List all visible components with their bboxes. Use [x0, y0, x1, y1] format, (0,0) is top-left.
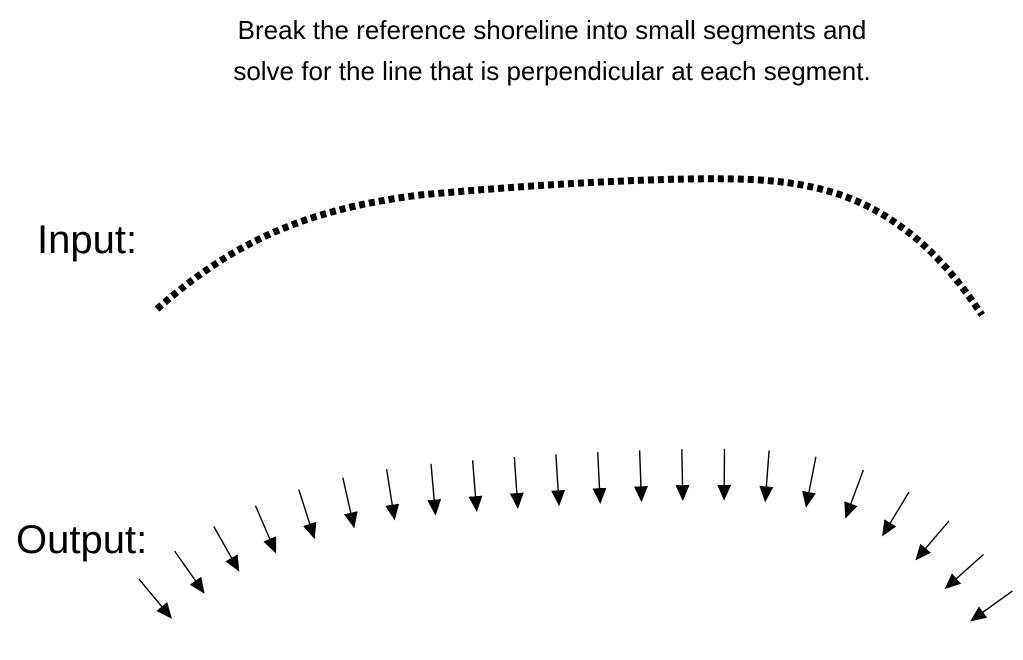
normal-arrow: [174, 550, 205, 594]
normal-arrow: [468, 460, 483, 513]
normal-arrow: [633, 450, 648, 503]
normal-arrow: [915, 520, 950, 561]
normal-arrow: [254, 505, 277, 554]
perpendicular-normals: [138, 448, 1013, 622]
normal-arrow: [882, 491, 910, 537]
reference-shoreline: [154, 175, 985, 317]
normal-arrow: [970, 590, 1013, 622]
normal-arrow: [427, 463, 442, 516]
normal-arrow: [509, 457, 524, 509]
normal-arrow: [592, 452, 607, 505]
normal-arrow: [944, 553, 984, 590]
normal-arrow: [759, 450, 774, 503]
normal-arrow: [802, 456, 817, 508]
normal-arrow: [844, 469, 865, 519]
normal-arrow: [551, 454, 566, 507]
normal-arrow: [675, 449, 690, 502]
normal-arrow: [138, 578, 172, 619]
diagram-caption: Break the reference shoreline into small…: [233, 15, 871, 86]
normal-arrow: [342, 477, 358, 529]
normal-arrow: [298, 489, 317, 540]
output-label: Output:: [16, 518, 148, 562]
normal-arrow: [385, 469, 400, 521]
normal-arrow: [213, 526, 240, 572]
input-label: Input:: [37, 218, 138, 262]
